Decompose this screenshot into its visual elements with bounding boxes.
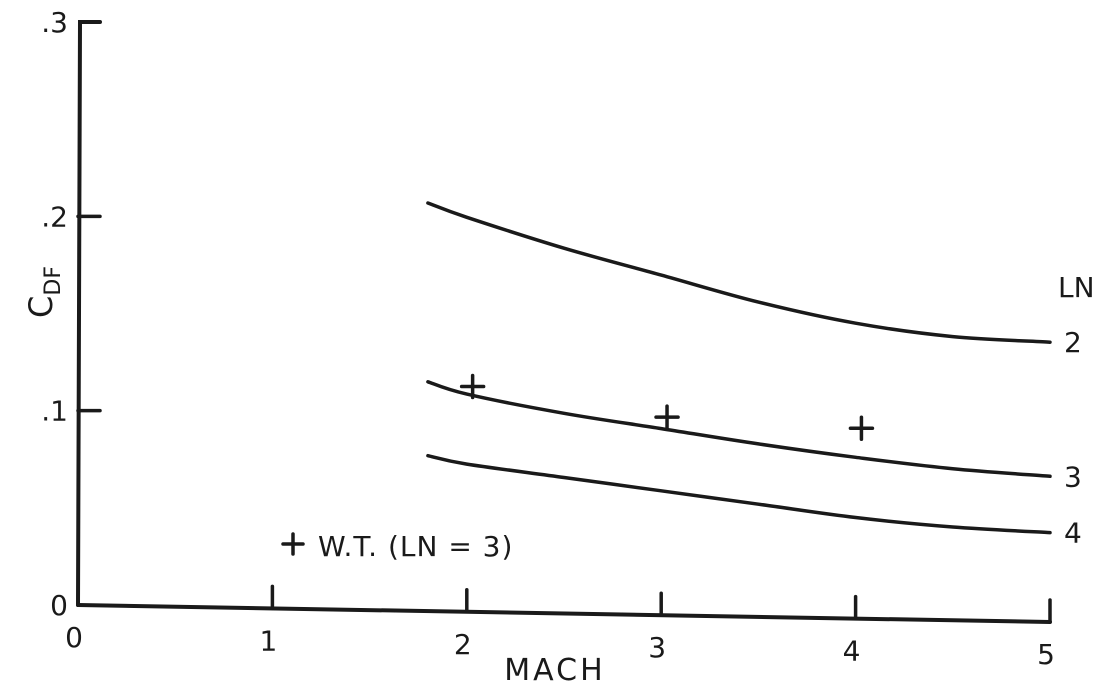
- x-axis-label: MACH: [504, 653, 605, 688]
- x-tick-label-1: 1: [259, 624, 277, 657]
- x-tick-label-0: 0: [65, 621, 83, 654]
- tick-labels: 0 1 2 3 4 5 0 .1 .2 .3: [41, 6, 1055, 671]
- y-tick-label-.2: .2: [41, 200, 68, 233]
- curve-label-ln-2: 2: [1064, 326, 1082, 359]
- y-axis-label-main: C: [22, 296, 60, 318]
- curve-ln-4: [426, 453, 1052, 535]
- legend-text: W.T. (LN = 3): [318, 530, 513, 563]
- y-axis-label: CDF: [22, 266, 66, 318]
- x-tick-label-3: 3: [648, 631, 666, 664]
- legend: W.T. (LN = 3): [281, 530, 513, 563]
- curve-ln-3: [426, 380, 1052, 479]
- curve-ln-2: [426, 201, 1052, 344]
- wind-tunnel-markers: [459, 373, 875, 442]
- y-axis-label-subscript: DF: [41, 266, 66, 296]
- wt-marker-1: [459, 373, 486, 400]
- y-axis-line: [76, 20, 102, 607]
- y-tick-label-.3: .3: [41, 6, 68, 39]
- x-tick-label-2: 2: [454, 628, 472, 661]
- y-tick-label-0: 0: [50, 589, 68, 622]
- wt-marker-2: [654, 404, 680, 430]
- x-axis-line: [76, 603, 1052, 624]
- x-tick-label-4: 4: [843, 635, 861, 668]
- wt-marker-3: [848, 415, 875, 442]
- y-tick-label-.1: .1: [41, 395, 68, 428]
- curve-label-ln-4: 4: [1064, 517, 1082, 550]
- curves: 2 3 4: [426, 201, 1082, 550]
- series-label-title: LN: [1058, 271, 1095, 304]
- axes: [76, 20, 1052, 624]
- curve-label-ln-3: 3: [1064, 460, 1082, 493]
- x-tick-label-5: 5: [1037, 638, 1055, 671]
- ticks: [76, 214, 1052, 624]
